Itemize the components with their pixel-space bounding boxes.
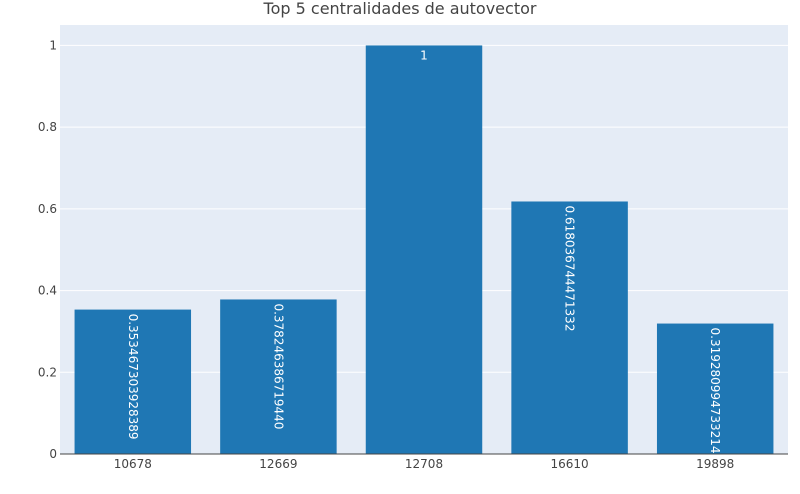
y-tick-label: 0.4 xyxy=(38,284,57,298)
bar[interactable] xyxy=(656,323,774,454)
x-axis-ticks: 10678 12669 12708 16610 19898 xyxy=(114,457,735,471)
x-tick-label: 12669 xyxy=(259,457,297,471)
y-tick-label: 0.8 xyxy=(38,120,57,134)
bar[interactable] xyxy=(365,45,483,455)
bar-value-label: 0.319280994733214 xyxy=(708,328,722,454)
y-axis-ticks: 0 0.2 0.4 0.6 0.8 1 xyxy=(38,38,57,461)
bar-value-labels: 0.353467303928389 0.378246386719440 1 0.618… xyxy=(126,48,722,453)
x-tick-label: 19898 xyxy=(696,457,734,471)
bar[interactable] xyxy=(511,201,628,454)
y-tick-label: 0.6 xyxy=(38,202,57,216)
y-tick-label: 0.2 xyxy=(38,365,57,379)
x-tick-label: 16610 xyxy=(551,457,589,471)
bar-value-label: 0.378246386719440 xyxy=(271,303,285,429)
bar[interactable] xyxy=(220,299,337,454)
x-tick-label: 10678 xyxy=(114,457,152,471)
y-tick-label: 1 xyxy=(49,38,57,52)
bars xyxy=(74,45,774,455)
bar-value-label: 1 xyxy=(420,48,428,62)
bar-value-label: 0.353467303928389 xyxy=(126,314,140,440)
bar[interactable] xyxy=(74,309,192,454)
bar-value-label: 0.618036744471332 xyxy=(563,205,577,331)
y-tick-label: 0 xyxy=(49,447,57,461)
x-tick-label: 12708 xyxy=(405,457,443,471)
chart-title: Top 5 centralidades de autovector xyxy=(263,0,537,18)
